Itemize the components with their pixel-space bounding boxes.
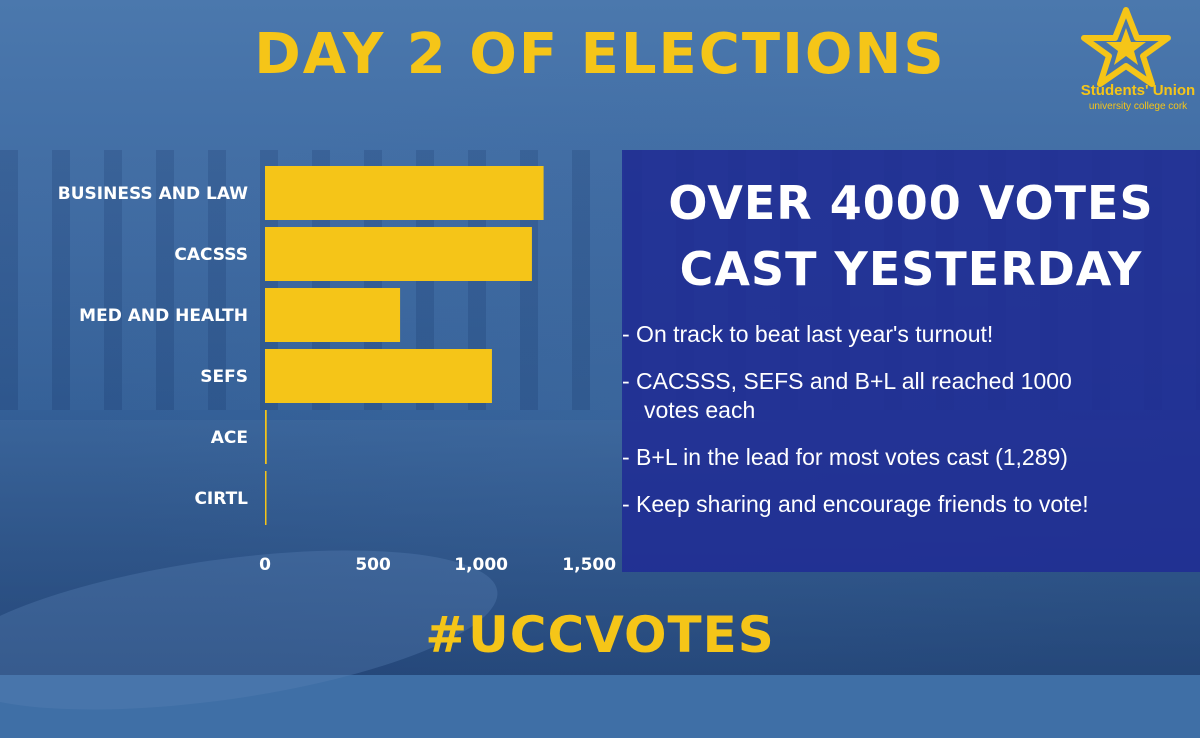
- bullet-item: - CACSSS, SEFS and B+L all reached 1000 …: [622, 367, 1192, 425]
- x-tick-label: 500: [355, 555, 391, 575]
- bar: [265, 227, 532, 281]
- logo-subtitle: university college cork: [1088, 101, 1188, 112]
- bar: [265, 288, 401, 342]
- bar: [265, 166, 544, 220]
- panel-heading: OVER 4000 VOTES CAST YESTERDAY: [622, 170, 1200, 302]
- bar: [265, 410, 267, 464]
- category-label: CACSSS: [174, 245, 248, 265]
- summary-panel: OVER 4000 VOTES CAST YESTERDAY - On trac…: [622, 150, 1200, 572]
- category-label: CIRTL: [194, 489, 248, 509]
- star-logo-icon: [1081, 7, 1171, 87]
- bullet-item: - Keep sharing and encourage friends to …: [622, 490, 1192, 519]
- bullet-text: - B+L in the lead for most votes cast (1…: [622, 444, 1068, 470]
- bullet-item: - On track to beat last year's turnout!: [622, 320, 1192, 349]
- panel-heading-line2: CAST YESTERDAY: [679, 242, 1143, 296]
- category-label: MED AND HEALTH: [79, 306, 248, 326]
- bullet-text-continued: votes each: [644, 397, 756, 423]
- category-label: SEFS: [200, 367, 248, 387]
- votes-bar-chart: BUSINESS AND LAW CACSSS MED AND HEALTH SEFS…: [58, 166, 616, 575]
- x-tick-label: 1,500: [562, 555, 616, 575]
- bullet-text: - CACSSS, SEFS and B+L all reached 1000: [622, 368, 1072, 394]
- category-label: ACE: [211, 428, 248, 448]
- category-label: BUSINESS AND LAW: [58, 184, 248, 204]
- bullet-item: - B+L in the lead for most votes cast (1…: [622, 443, 1192, 472]
- x-tick-label: 0: [259, 555, 271, 575]
- bullet-text: - Keep sharing and encourage friends to …: [622, 491, 1089, 517]
- bar: [265, 471, 267, 525]
- x-tick-label: 1,000: [454, 555, 508, 575]
- bullet-text: - On track to beat last year's turnout!: [622, 321, 994, 347]
- page-title: DAY 2 OF ELECTIONS: [254, 22, 946, 87]
- bullet-list: - On track to beat last year's turnout! …: [622, 320, 1192, 537]
- panel-heading-line1: OVER 4000 VOTES: [668, 176, 1154, 230]
- hashtag: #UCCVOTES: [425, 606, 775, 664]
- bar: [265, 349, 492, 403]
- logo-title: Students' Union: [1080, 82, 1196, 99]
